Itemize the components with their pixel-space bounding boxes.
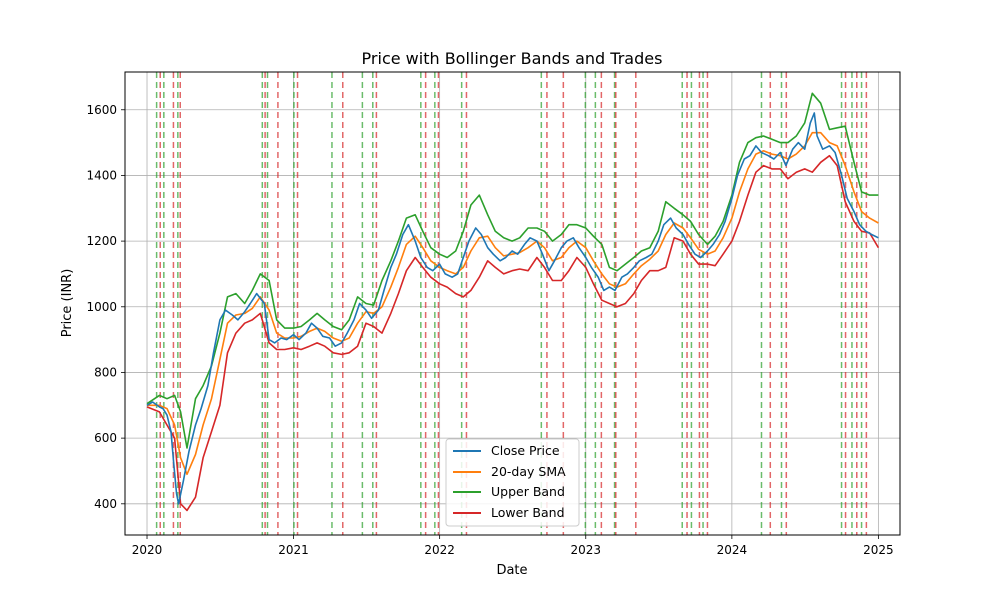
- y-tick-label: 600: [94, 431, 117, 445]
- y-tick-label: 800: [94, 365, 117, 379]
- series-line-upper: [146, 92, 879, 449]
- series-lines: [146, 92, 880, 512]
- y-tick-label: 400: [94, 497, 117, 511]
- legend: Close Price 20-day SMA Upper Band Lower …: [445, 438, 580, 527]
- legend-box: [445, 438, 580, 527]
- series-line-close: [146, 112, 879, 505]
- x-tick-label: 2020: [132, 543, 163, 557]
- x-tick-label: 2021: [278, 543, 309, 557]
- x-tick-label: 2024: [717, 543, 748, 557]
- plot-frame: [124, 71, 901, 536]
- y-tick-label: 1600: [86, 103, 117, 117]
- x-axis-label: Date: [496, 563, 527, 578]
- legend-label-lower: Lower Band: [491, 505, 565, 520]
- x-tick-label: 2025: [863, 543, 894, 557]
- series-line-sma: [147, 131, 879, 476]
- legend-label-upper: Upper Band: [491, 484, 565, 499]
- x-axis-ticks: 2020 2021 2022 2023 2024 2025: [132, 535, 894, 557]
- x-tick-label: 2023: [570, 543, 601, 557]
- y-axis-ticks: 400 600 800 1000 1200 1400 1600: [86, 103, 125, 511]
- legend-label-close: Close Price: [491, 443, 560, 458]
- x-tick-label: 2022: [424, 543, 455, 557]
- y-axis-label: Price (INR): [60, 269, 75, 338]
- series-line-lower: [146, 154, 880, 512]
- trade-markers: [155, 72, 868, 535]
- legend-label-sma: 20-day SMA: [491, 464, 566, 479]
- chart-title: Price with Bollinger Bands and Trades: [362, 49, 663, 68]
- y-tick-label: 1200: [86, 234, 117, 248]
- y-tick-label: 1400: [86, 168, 117, 182]
- y-tick-label: 1000: [86, 300, 117, 314]
